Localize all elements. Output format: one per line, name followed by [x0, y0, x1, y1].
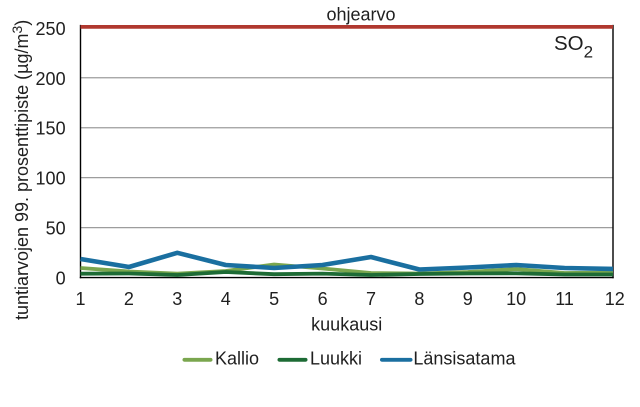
- svg-text:4: 4: [221, 289, 231, 309]
- svg-text:250: 250: [36, 19, 66, 39]
- svg-text:12: 12: [605, 289, 625, 309]
- svg-text:5: 5: [269, 289, 279, 309]
- svg-text:11: 11: [555, 289, 574, 309]
- svg-text:100: 100: [36, 169, 66, 189]
- svg-text:1: 1: [75, 289, 85, 309]
- svg-text:Luukki: Luukki: [310, 349, 362, 369]
- svg-text:150: 150: [36, 119, 66, 139]
- svg-text:6: 6: [318, 289, 328, 309]
- svg-text:200: 200: [36, 69, 66, 89]
- svg-text:2: 2: [124, 289, 134, 309]
- svg-text:Länsisatama: Länsisatama: [413, 349, 516, 369]
- svg-text:tuntiarvojen 99. prosenttipist: tuntiarvojen 99. prosenttipiste (µg/m3): [9, 20, 32, 320]
- svg-text:3: 3: [172, 289, 182, 309]
- svg-text:kuukausi: kuukausi: [311, 315, 382, 335]
- svg-text:8: 8: [414, 289, 424, 309]
- svg-text:ohjearvo: ohjearvo: [326, 5, 395, 25]
- svg-text:50: 50: [46, 219, 66, 239]
- svg-text:0: 0: [56, 269, 66, 289]
- svg-text:10: 10: [506, 289, 526, 309]
- svg-text:7: 7: [366, 289, 376, 309]
- svg-text:9: 9: [463, 289, 473, 309]
- svg-text:Kallio: Kallio: [215, 349, 259, 369]
